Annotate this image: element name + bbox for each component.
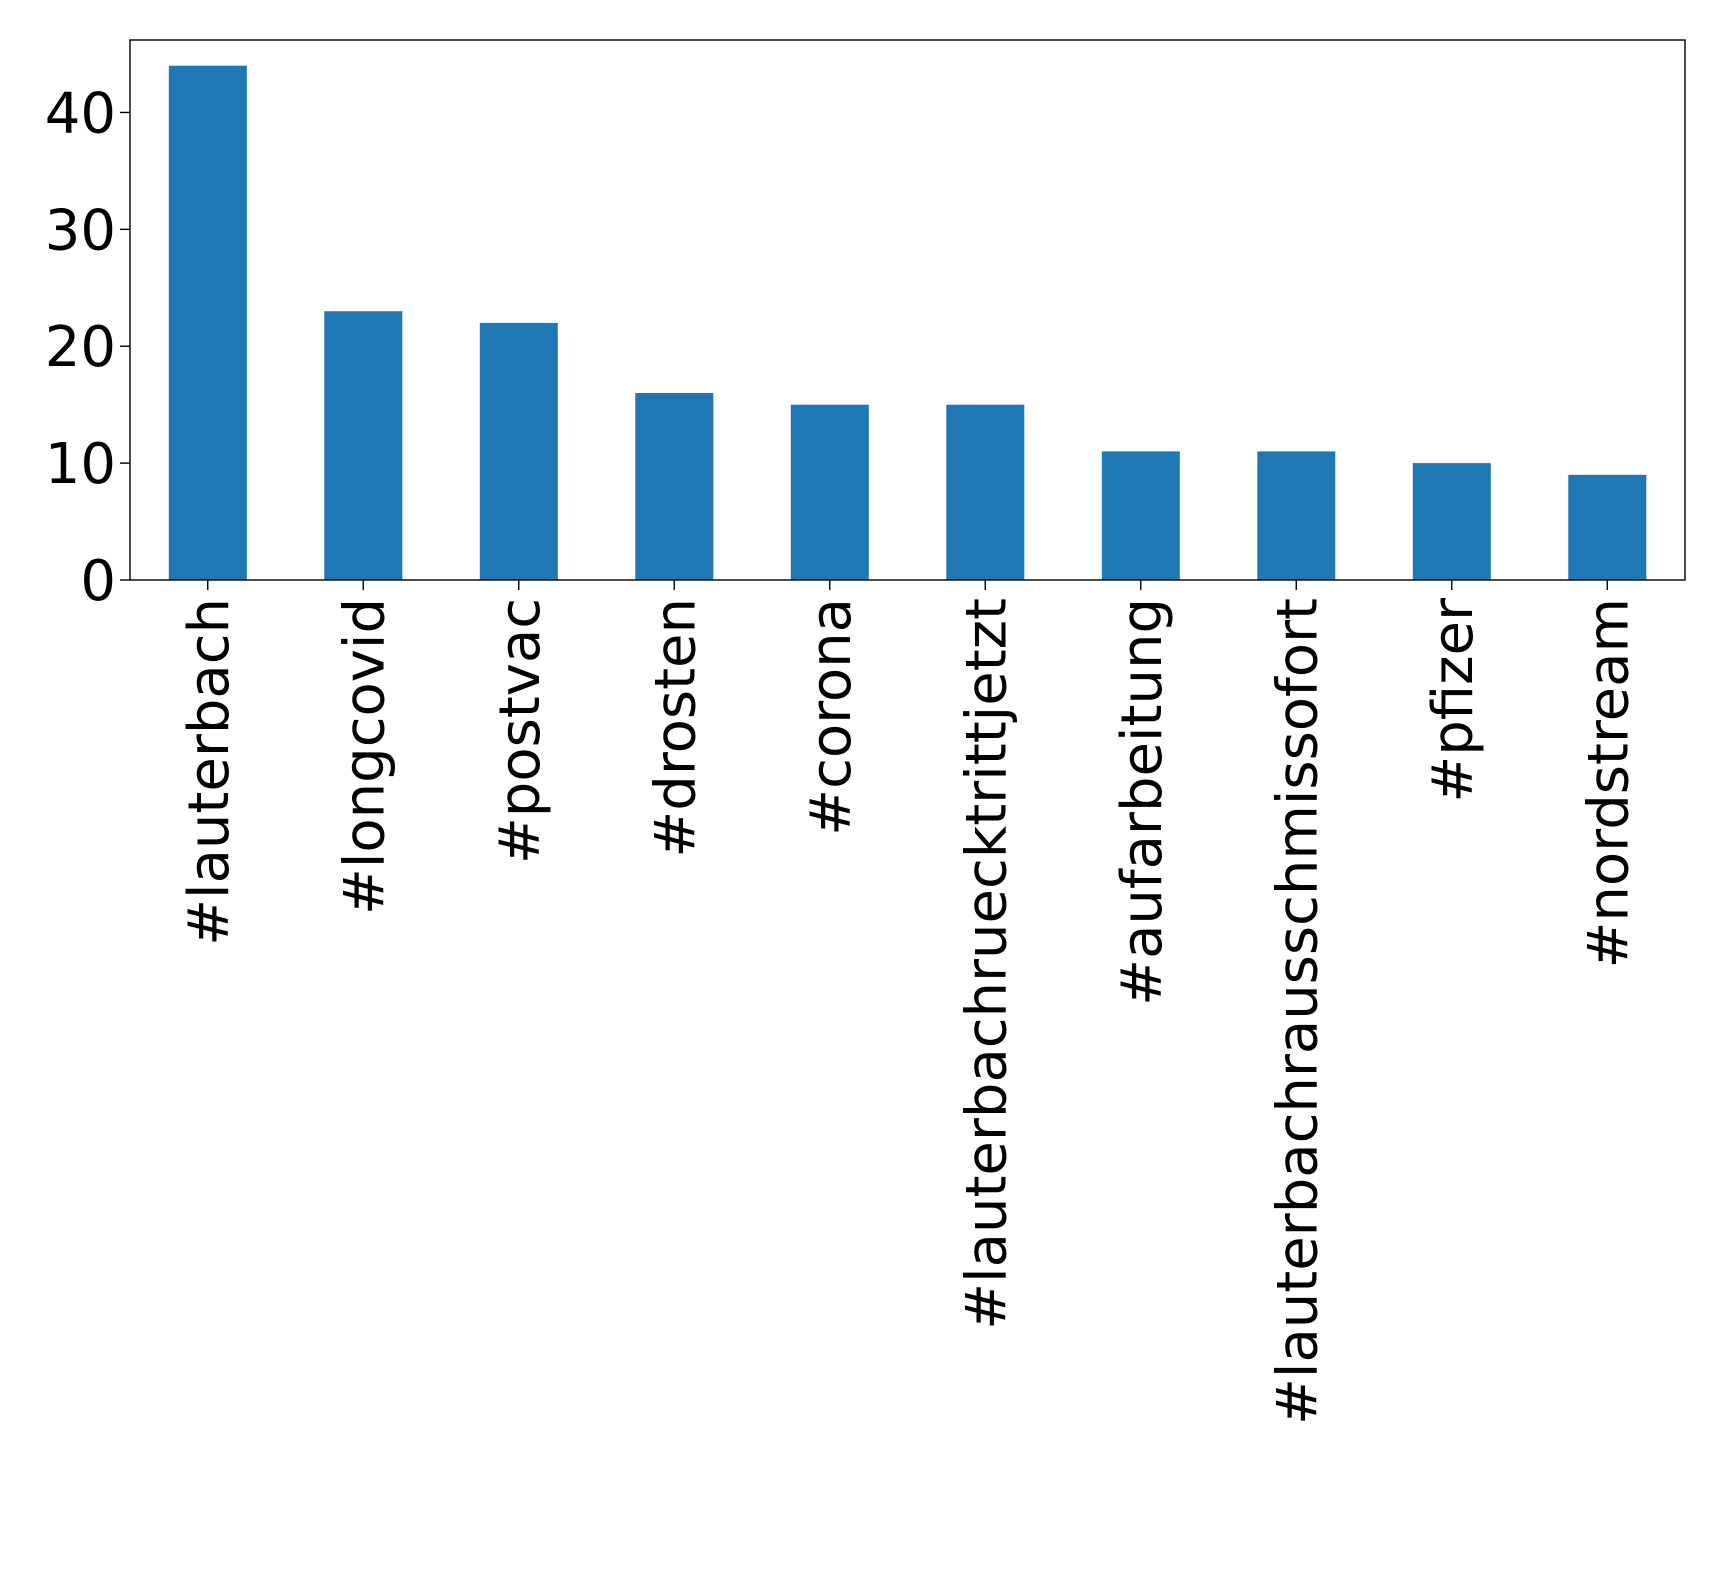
x-tick-label: #corona (799, 598, 864, 836)
x-tick-label: #pfizer (1421, 597, 1486, 803)
bar-longcovid (324, 311, 403, 580)
bar-drosten (635, 393, 714, 580)
y-axis: 0 10 20 30 40 (45, 81, 130, 614)
y-tick-label: 10 (45, 432, 116, 497)
x-axis: #lauterbach #longcovid #postvac #drosten #co… (177, 580, 1641, 1425)
bars (168, 65, 1647, 580)
bar-nordstream (1568, 474, 1647, 580)
bar-lauterbachruecktrittjetzt (946, 404, 1025, 580)
bar-corona (790, 404, 869, 580)
x-tick-label: #drosten (643, 598, 708, 858)
y-tick-label: 40 (45, 81, 116, 146)
x-tick-label: #lauterbachruecktrittjetzt (954, 598, 1019, 1330)
bar-lauterbachrausschmissofort (1257, 451, 1336, 580)
bar-pfizer (1412, 463, 1491, 580)
x-tick-label: #aufarbeitung (1110, 598, 1175, 1006)
plot-frame (129, 39, 1686, 581)
y-tick-label: 0 (80, 549, 116, 614)
x-tick-label: #lauterbachrausschmissofort (1265, 598, 1330, 1425)
bar-lauterbach (168, 65, 247, 580)
x-tick-label: #lauterbach (177, 598, 242, 946)
x-tick-label: #postvac (488, 598, 553, 864)
bar-postvac (479, 322, 558, 580)
y-tick-label: 20 (45, 315, 116, 380)
y-tick-label: 30 (45, 198, 116, 263)
bar-aufarbeitung (1101, 451, 1180, 580)
x-tick-label: #longcovid (332, 598, 397, 915)
x-tick-label: #nordstream (1576, 598, 1641, 969)
